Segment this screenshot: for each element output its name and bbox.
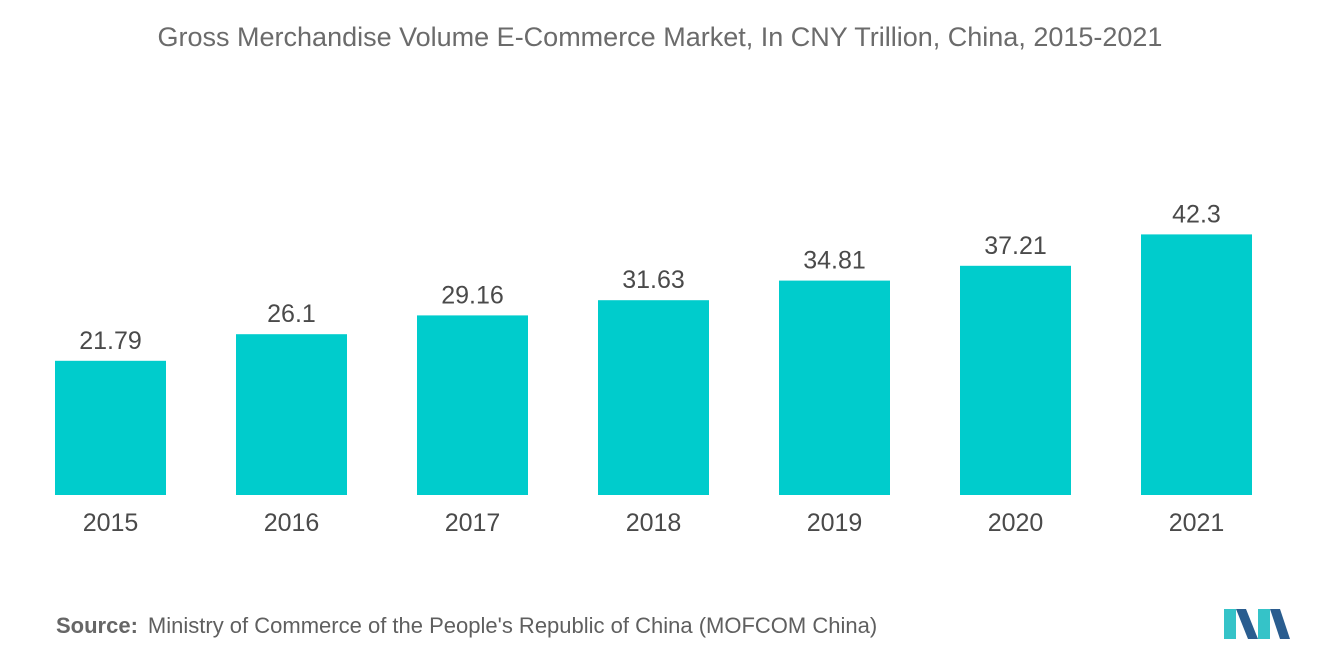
value-label-2016: 26.1 [267,300,316,328]
source-label: Source: [56,613,138,638]
source-note: Source: Ministry of Commerce of the Peopl… [56,613,877,639]
value-labels-group: 21.79 26.1 29.16 31.63 34.81 37.21 42.3 [79,200,1221,354]
x-tick-label-2016: 2016 [264,509,320,537]
value-label-2021: 42.3 [1172,200,1221,228]
bar-2021 [1141,234,1252,495]
value-label-2018: 31.63 [622,266,685,294]
bar-2019 [779,280,890,495]
bar-2016 [236,334,347,495]
x-tick-label-2017: 2017 [445,509,501,537]
x-axis-tick-labels: 2015 2016 2017 2018 2019 2020 2021 [83,509,1225,537]
bar-2020 [960,265,1071,495]
x-tick-label-2021: 2021 [1169,509,1225,537]
x-tick-label-2015: 2015 [83,509,139,537]
x-tick-label-2020: 2020 [988,509,1044,537]
chart-title: Gross Merchandise Volume E-Commerce Mark… [157,22,1163,52]
bar-2015 [55,360,166,495]
value-label-2020: 37.21 [984,232,1047,260]
value-label-2015: 21.79 [79,327,142,355]
value-label-2017: 29.16 [441,281,504,309]
bars-group [55,234,1252,495]
bar-2017 [417,315,528,495]
x-tick-label-2018: 2018 [626,509,682,537]
x-tick-label-2019: 2019 [807,509,863,537]
source-text: Ministry of Commerce of the People's Rep… [147,613,878,638]
mordor-logo-icon [1224,609,1290,639]
value-label-2019: 34.81 [803,247,866,275]
bar-2018 [598,300,709,495]
